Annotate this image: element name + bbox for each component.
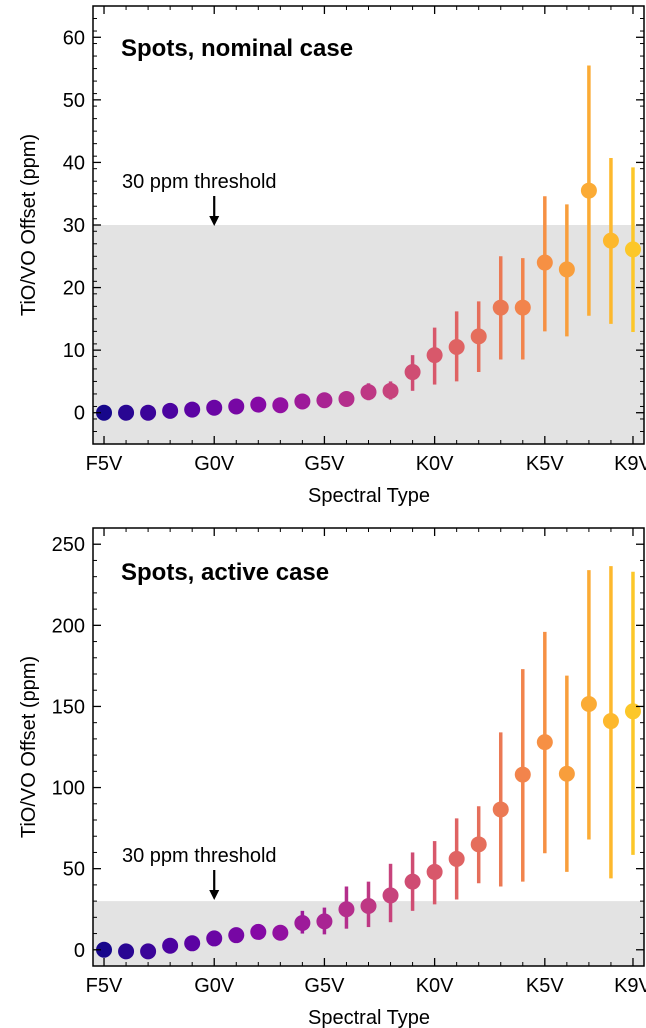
x-tick-labels: F5V G0V G5V K0V K5V K9V	[86, 453, 646, 475]
data-point	[184, 401, 201, 418]
data-point	[360, 384, 377, 401]
x-tick-label: K5V	[526, 975, 564, 997]
y-tick-label: 10	[63, 340, 85, 362]
data-point	[558, 261, 575, 278]
data-point	[492, 299, 509, 316]
panel-title: Spots, active case	[121, 559, 329, 586]
data-point	[448, 339, 465, 356]
x-tick-label: K5V	[526, 453, 564, 475]
y-tick-label: 250	[52, 534, 85, 556]
data-point	[162, 402, 179, 419]
threshold-arrow	[209, 870, 220, 900]
y-tick-label: 150	[52, 696, 85, 718]
data-point	[118, 943, 135, 960]
axis-ticks	[93, 5, 644, 445]
data-point	[382, 887, 399, 904]
data-point	[228, 927, 245, 944]
data-point	[140, 404, 157, 421]
data-point	[382, 382, 399, 399]
threshold-label: 30 ppm threshold	[122, 845, 277, 867]
data-point	[206, 930, 223, 947]
x-tick-label: F5V	[86, 975, 123, 997]
data-point	[404, 873, 421, 890]
x-tick-label: G0V	[194, 975, 235, 997]
data-point	[338, 390, 355, 407]
data-point	[558, 765, 575, 782]
x-axis-label: Spectral Type	[308, 1007, 430, 1028]
panel-active: 0 50 100 150 200 250 F5V G0V G5V K0V K5V K9V Spots…	[18, 527, 646, 1028]
data-point	[294, 915, 311, 932]
data-point	[624, 703, 641, 720]
y-tick-label: 50	[63, 90, 85, 112]
y-axis-label: TiO/VO Offset (ppm)	[18, 656, 40, 838]
data-point	[96, 404, 113, 421]
data-point	[470, 836, 487, 853]
arrow-head	[209, 890, 220, 900]
data-point	[272, 924, 289, 941]
x-axis-label: Spectral Type	[308, 485, 430, 507]
x-tick-label: K9V	[614, 453, 646, 475]
data-point	[426, 347, 443, 364]
y-tick-labels: 0 10 20 30 40 50 60	[63, 27, 85, 424]
y-tick-label: 30	[63, 215, 85, 237]
data-point	[338, 901, 355, 918]
y-tick-label: 50	[63, 859, 85, 881]
threshold-arrow	[209, 196, 220, 226]
data-point	[228, 398, 245, 415]
data-point	[360, 897, 377, 914]
data-point	[514, 766, 531, 783]
data-point	[536, 254, 553, 271]
data-point	[492, 801, 509, 818]
data-point	[602, 232, 619, 249]
x-tick-label: G5V	[304, 453, 345, 475]
data-point	[448, 850, 465, 867]
x-tick-label: G0V	[194, 453, 235, 475]
data-point	[250, 923, 267, 940]
data-point	[184, 935, 201, 952]
data-point	[602, 713, 619, 730]
x-tick-label: G5V	[304, 975, 345, 997]
data-point	[470, 328, 487, 345]
data-point	[118, 404, 135, 421]
data-point	[316, 913, 333, 930]
axis-ticks	[93, 527, 644, 967]
y-tick-labels: 0 50 100 150 200 250	[52, 534, 85, 962]
data-point	[140, 943, 157, 960]
x-tick-label: F5V	[86, 453, 123, 475]
data-point	[294, 393, 311, 410]
threshold-label: 30 ppm threshold	[122, 171, 277, 193]
data-points	[96, 65, 641, 421]
y-tick-label: 0	[74, 403, 85, 425]
data-point	[162, 937, 179, 954]
data-point	[580, 182, 597, 199]
data-point	[250, 396, 267, 413]
data-point	[96, 941, 113, 958]
y-tick-label: 60	[63, 27, 85, 49]
y-tick-label: 20	[63, 278, 85, 300]
arrow-head	[209, 216, 220, 226]
data-point	[316, 392, 333, 409]
y-tick-label: 100	[52, 778, 85, 800]
y-tick-label: 40	[63, 152, 85, 174]
data-point	[580, 696, 597, 713]
data-point	[404, 364, 421, 381]
y-axis-label: TiO/VO Offset (ppm)	[18, 134, 40, 316]
data-points	[96, 566, 641, 960]
panel-title: Spots, nominal case	[121, 35, 353, 62]
x-tick-label: K9V	[614, 975, 646, 997]
data-point	[514, 299, 531, 316]
y-tick-label: 0	[74, 940, 85, 962]
data-point	[624, 241, 641, 258]
x-tick-label: K0V	[416, 975, 454, 997]
data-point	[272, 397, 289, 414]
panel-nominal: 0 10 20 30 40 50 60 F5V G0V G5V K0V K5V K9V Spots, …	[18, 5, 646, 507]
x-tick-label: K0V	[416, 453, 454, 475]
y-tick-label: 200	[52, 615, 85, 637]
data-point	[426, 863, 443, 880]
data-point	[536, 734, 553, 751]
data-point	[206, 399, 223, 416]
x-tick-labels: F5V G0V G5V K0V K5V K9V	[86, 975, 646, 997]
